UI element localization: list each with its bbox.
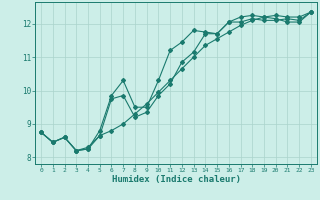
X-axis label: Humidex (Indice chaleur): Humidex (Indice chaleur) <box>111 175 241 184</box>
